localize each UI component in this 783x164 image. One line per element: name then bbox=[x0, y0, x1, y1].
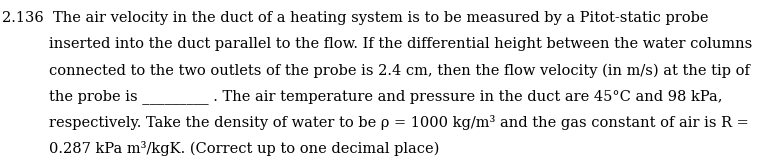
Text: respectively. Take the density of water to be ρ = 1000 kg/m³ and the gas constan: respectively. Take the density of water … bbox=[49, 115, 749, 130]
Text: connected to the two outlets of the probe is 2.4 cm, then the flow velocity (in : connected to the two outlets of the prob… bbox=[49, 63, 750, 78]
Text: 2.136  The air velocity in the duct of a heating system is to be measured by a P: 2.136 The air velocity in the duct of a … bbox=[2, 11, 709, 25]
Text: 0.287 kPa m³/kgK. (Correct up to one decimal place): 0.287 kPa m³/kgK. (Correct up to one dec… bbox=[49, 141, 440, 156]
Text: the probe is _________ . The air temperature and pressure in the duct are 45°C a: the probe is _________ . The air tempera… bbox=[49, 89, 723, 104]
Text: inserted into the duct parallel to the flow. If the differential height between : inserted into the duct parallel to the f… bbox=[49, 37, 752, 51]
